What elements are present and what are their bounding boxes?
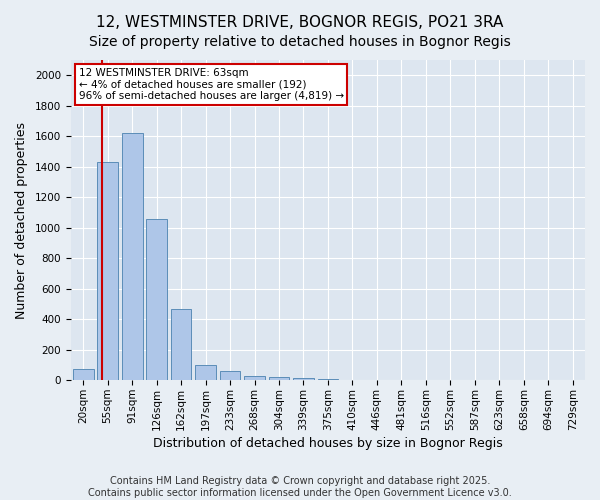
- Bar: [170, 308, 191, 380]
- Bar: [269, 377, 289, 380]
- Text: Size of property relative to detached houses in Bognor Regis: Size of property relative to detached ho…: [89, 35, 511, 49]
- Bar: [293, 378, 314, 380]
- Bar: [73, 370, 94, 380]
- Y-axis label: Number of detached properties: Number of detached properties: [15, 122, 28, 318]
- Bar: [195, 365, 216, 380]
- Text: 12 WESTMINSTER DRIVE: 63sqm
← 4% of detached houses are smaller (192)
96% of sem: 12 WESTMINSTER DRIVE: 63sqm ← 4% of deta…: [79, 68, 344, 101]
- Bar: [97, 162, 118, 380]
- Bar: [317, 379, 338, 380]
- Text: 12, WESTMINSTER DRIVE, BOGNOR REGIS, PO21 3RA: 12, WESTMINSTER DRIVE, BOGNOR REGIS, PO2…: [97, 15, 503, 30]
- X-axis label: Distribution of detached houses by size in Bognor Regis: Distribution of detached houses by size …: [153, 437, 503, 450]
- Bar: [244, 376, 265, 380]
- Text: Contains HM Land Registry data © Crown copyright and database right 2025.
Contai: Contains HM Land Registry data © Crown c…: [88, 476, 512, 498]
- Bar: [122, 133, 143, 380]
- Bar: [220, 371, 241, 380]
- Bar: [146, 218, 167, 380]
